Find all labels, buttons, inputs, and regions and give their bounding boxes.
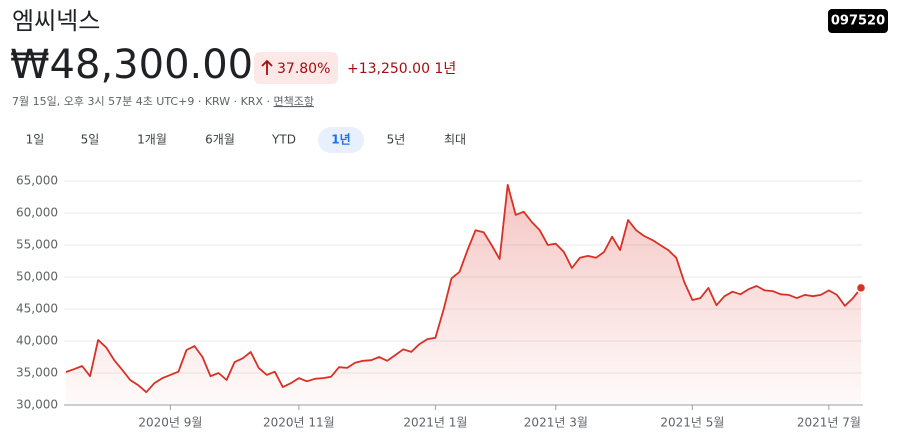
x-tick-label: 2021년 5월 — [660, 416, 724, 430]
range-tab[interactable]: YTD — [271, 133, 296, 147]
tab-selected-bg — [318, 127, 364, 153]
range-tab[interactable]: 1년 — [331, 133, 350, 147]
range-tab[interactable]: 5일 — [81, 133, 100, 147]
area-fill — [66, 184, 861, 405]
change-badge — [254, 52, 338, 84]
x-tick-label: 2020년 9월 — [138, 416, 202, 430]
y-tick-label: 50,000 — [16, 270, 58, 284]
range-tab[interactable]: 최대 — [444, 133, 466, 147]
y-tick-label: 30,000 — [16, 398, 58, 412]
x-tick-label: 2021년 3월 — [524, 416, 588, 430]
y-tick-label: 60,000 — [16, 206, 58, 220]
ticker: 097520 — [831, 14, 885, 29]
price: ₩48,300.00 — [10, 42, 253, 88]
change-absolute: +13,250.00 1년 — [347, 61, 456, 77]
y-tick-label: 45,000 — [16, 302, 58, 316]
range-tabs: 1일 5일 1개월 6개월 YTD 1년 5년 최대 — [26, 127, 466, 153]
disclaimer-link[interactable]: 면책조항 — [273, 95, 313, 108]
down-up-arrow — [261, 59, 273, 75]
x-tick-label: 2021년 7월 — [797, 416, 861, 430]
chart: 30,000 35,000 40,000 45,000 50,000 55,000 60,0… — [16, 174, 867, 430]
x-tick-label: 2020년 11월 — [263, 416, 335, 430]
range-tab[interactable]: 6개월 — [205, 133, 235, 147]
range-tab[interactable]: 5년 — [387, 133, 406, 147]
range-tab[interactable]: 1개월 — [137, 133, 167, 147]
last-point — [855, 282, 867, 294]
y-tick-label: 65,000 — [16, 174, 58, 188]
x-tick-label: 2021년 1월 — [403, 416, 467, 430]
y-tick-label: 35,000 — [16, 366, 58, 380]
change-percent: 37.80% — [277, 61, 330, 77]
price-line — [65, 183, 862, 394]
company-name: 엠씨넥스 — [12, 7, 100, 35]
y-tick-label: 40,000 — [16, 334, 58, 348]
y-tick-label: 55,000 — [16, 238, 58, 252]
ticker-badge — [828, 9, 888, 33]
range-tab[interactable]: 1일 — [26, 133, 45, 147]
subtitle: 7월 15일, 오후 3시 57분 4초 UTC+9 · KRW · KRX ·… — [12, 94, 314, 108]
subtitle-text: 7월 15일, 오후 3시 57분 4초 UTC+9 · KRW · KRX · — [12, 94, 273, 108]
